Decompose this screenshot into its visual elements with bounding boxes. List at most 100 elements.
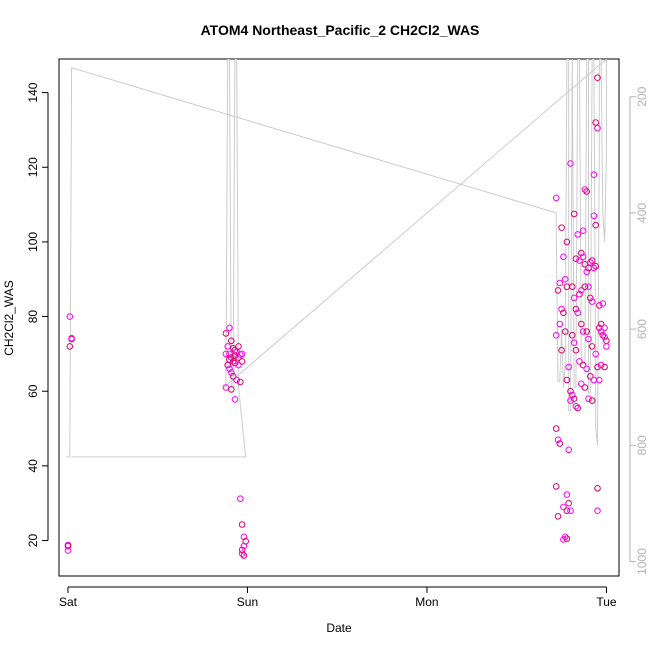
axis-layer: Sat Sun Mon Tue 20 40 60 80 100 120 140 200 400 600 80… — [26, 82, 649, 609]
data-point — [229, 373, 237, 380]
data-point — [569, 283, 576, 291]
data-point — [594, 507, 601, 515]
data-point — [585, 283, 592, 291]
data-point — [560, 503, 567, 511]
data-point — [592, 262, 600, 270]
y-tick-label: 80 — [26, 310, 40, 324]
data-point — [238, 358, 246, 365]
data-point — [563, 238, 571, 246]
data-point — [552, 425, 560, 432]
data-point — [579, 361, 587, 369]
data-point — [579, 253, 587, 261]
data-point — [565, 446, 573, 454]
data-point — [574, 404, 582, 412]
data-point — [237, 378, 244, 386]
data-point — [585, 335, 592, 343]
data-point — [554, 513, 562, 520]
y-tick-label: 100 — [26, 232, 40, 252]
data-point — [226, 324, 233, 332]
data-point — [228, 337, 235, 345]
data-point — [594, 74, 601, 81]
y-right-tick-label: 800 — [635, 435, 649, 455]
data-point — [570, 395, 578, 403]
data-point — [556, 320, 564, 328]
data-point — [235, 361, 242, 369]
data-point — [567, 160, 574, 167]
data-point — [66, 313, 74, 320]
data-point — [237, 495, 244, 503]
data-point — [228, 369, 235, 376]
data-point — [603, 343, 610, 350]
data-point — [563, 491, 571, 498]
data-point — [583, 365, 591, 373]
y-tick-label: 120 — [26, 157, 40, 177]
data-point — [588, 298, 596, 305]
x-tick-label: Sat — [59, 595, 78, 609]
data-point — [579, 227, 587, 234]
data-point — [235, 343, 242, 350]
data-point — [231, 359, 239, 367]
data-point — [576, 290, 583, 298]
data-point — [570, 210, 578, 218]
data-point — [240, 542, 248, 550]
series-layer — [64, 59, 610, 559]
data-point — [222, 330, 230, 337]
data-point — [561, 328, 569, 335]
data-point — [581, 186, 589, 193]
data-point — [588, 343, 596, 350]
data-point — [574, 309, 582, 317]
data-point — [231, 396, 239, 403]
data-point — [565, 363, 573, 371]
x-tick-label: Mon — [415, 595, 438, 609]
data-point — [588, 397, 596, 404]
data-point — [599, 300, 607, 307]
data-point — [569, 391, 576, 399]
data-point — [567, 397, 574, 404]
data-point — [590, 171, 598, 178]
data-point — [594, 485, 601, 492]
data-point — [597, 361, 605, 369]
data-point — [578, 287, 585, 294]
data-point — [594, 124, 601, 132]
data-point — [570, 294, 578, 302]
data-point — [66, 343, 74, 350]
y-right-tick-label: 200 — [635, 86, 649, 106]
data-point — [579, 328, 587, 335]
data-point — [597, 320, 605, 328]
data-point — [572, 255, 580, 263]
data-point — [563, 507, 571, 515]
data-point — [231, 352, 239, 360]
data-point — [222, 350, 230, 358]
data-point — [561, 275, 569, 283]
data-point — [64, 547, 72, 554]
data-point — [592, 119, 600, 126]
data-point — [581, 384, 589, 391]
x-axis-label: Date — [326, 621, 352, 635]
data-point — [592, 221, 600, 229]
data-point — [238, 550, 246, 557]
data-point — [578, 320, 585, 328]
data-point — [601, 363, 608, 371]
data-point — [587, 294, 594, 302]
data-point — [576, 257, 583, 264]
data-point — [68, 334, 75, 342]
data-point — [558, 305, 565, 313]
data-point — [229, 358, 237, 365]
data-point — [226, 365, 233, 373]
data-point — [590, 264, 598, 272]
data-point — [583, 188, 591, 195]
chart-title: ATOM4 Northeast_Pacific_2 CH2Cl2_WAS — [201, 22, 480, 38]
data-point — [560, 253, 567, 261]
depth-line — [66, 59, 607, 458]
data-point — [590, 212, 598, 220]
data-point — [578, 380, 585, 388]
data-point — [552, 194, 560, 202]
data-point — [552, 483, 560, 490]
data-point — [574, 231, 582, 238]
data-point — [556, 279, 564, 287]
data-point — [581, 283, 589, 291]
data-point — [578, 249, 585, 257]
data-point — [585, 395, 592, 403]
